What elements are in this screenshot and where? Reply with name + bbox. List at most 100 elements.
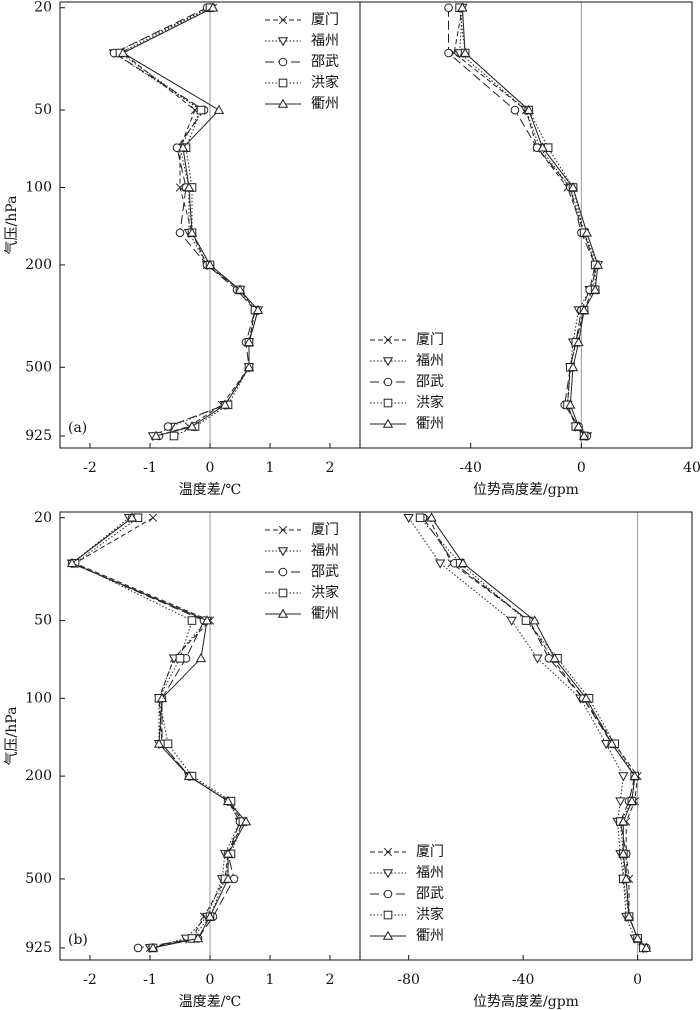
marker (565, 399, 576, 409)
marker-shape (567, 361, 579, 372)
marker (240, 816, 252, 826)
marker-shape (632, 933, 643, 943)
marker (615, 797, 626, 807)
marker (277, 37, 289, 47)
marker-shape (532, 654, 543, 664)
legend-label: 福州 (311, 543, 339, 559)
marker (578, 430, 590, 440)
legend-label: 厦门 (416, 844, 444, 860)
marker-shape (252, 304, 264, 315)
panel-label: (b) (68, 932, 88, 948)
x-tick-label: 0 (206, 460, 215, 476)
x-axis-title: 温度差/℃ (179, 482, 241, 498)
marker-shape (581, 227, 593, 237)
x-tick-label: -80 (397, 972, 420, 988)
x-tick-label: 0 (206, 972, 215, 988)
x-tick-label: -40 (512, 972, 535, 988)
marker (201, 615, 213, 625)
marker (573, 421, 584, 431)
marker-shape (195, 652, 207, 663)
marker-shape (580, 693, 592, 703)
x-tick-label: -2 (83, 460, 97, 476)
legend-label: 福州 (416, 353, 444, 369)
marker (207, 2, 219, 12)
marker-shape (183, 770, 195, 780)
marker-shape (457, 2, 468, 12)
marker (278, 588, 288, 598)
marker-shape (578, 430, 590, 440)
marker-shape (618, 848, 629, 858)
marker (459, 47, 471, 57)
marker-shape (523, 104, 534, 114)
marker-shape (510, 105, 520, 115)
x-tick-label: 0 (577, 460, 586, 476)
marker-shape (382, 930, 394, 940)
series-line (71, 517, 247, 949)
series-line (459, 7, 599, 437)
marker-shape (66, 557, 78, 568)
marker (383, 398, 393, 408)
marker (278, 15, 288, 25)
marker-stroke (278, 15, 288, 25)
marker-shape (567, 182, 579, 192)
marker-shape (521, 616, 531, 625)
marker-stroke (278, 525, 288, 535)
series-line (428, 517, 644, 949)
legend-label: 衢州 (311, 605, 339, 622)
marker (444, 48, 453, 58)
marker-shape (153, 738, 165, 748)
marker-shape (240, 816, 252, 826)
marker-shape (434, 559, 446, 569)
legend-label: 福州 (311, 33, 339, 49)
marker (126, 512, 138, 522)
marker (606, 738, 618, 748)
marker (549, 652, 560, 663)
marker (532, 654, 543, 664)
marker-shape (186, 421, 198, 431)
marker-shape (277, 547, 289, 557)
y-tick-label: 20 (34, 510, 52, 526)
legend-label: 洪家 (311, 74, 339, 91)
marker-shape (615, 797, 626, 807)
legend-label: 衢州 (416, 415, 444, 432)
marker (196, 105, 206, 115)
legend-label: 厦门 (311, 522, 339, 538)
marker (150, 430, 162, 440)
x-tick-label: 1 (266, 460, 275, 476)
marker (153, 738, 165, 748)
marker (117, 47, 129, 57)
marker (382, 930, 394, 940)
marker (278, 567, 288, 577)
x-tick-label: -1 (143, 460, 157, 476)
marker (243, 337, 255, 347)
series-line (422, 517, 647, 949)
marker (169, 431, 179, 441)
marker (187, 616, 197, 625)
marker-stroke (383, 847, 393, 857)
marker-shape (573, 337, 584, 347)
marker (277, 98, 289, 108)
marker-shape (382, 869, 394, 879)
legend-label: 福州 (416, 865, 444, 881)
marker (163, 739, 173, 749)
y-tick-label: 50 (34, 102, 52, 118)
marker (629, 770, 640, 780)
marker-shape (383, 889, 393, 899)
marker (133, 943, 143, 953)
marker (278, 57, 288, 67)
marker (204, 259, 216, 269)
marker (567, 182, 579, 192)
marker (219, 399, 231, 409)
marker (618, 816, 629, 826)
marker-shape (126, 512, 138, 522)
marker-shape (234, 284, 246, 294)
marker-shape (578, 304, 590, 315)
marker-shape (278, 588, 288, 598)
marker-shape (169, 431, 179, 441)
series-line (112, 7, 259, 437)
legend-label: 厦门 (311, 12, 339, 28)
marker (183, 182, 195, 192)
marker-shape (382, 418, 394, 428)
y-tick-label: 925 (25, 940, 52, 956)
